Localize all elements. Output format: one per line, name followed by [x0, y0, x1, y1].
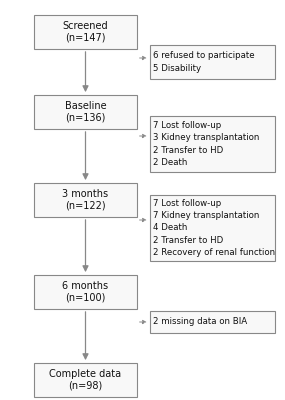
Text: 6 refused to participate
5 Disability: 6 refused to participate 5 Disability [153, 52, 255, 72]
FancyBboxPatch shape [34, 15, 137, 49]
Text: Complete data
(n=98): Complete data (n=98) [49, 369, 122, 391]
FancyBboxPatch shape [34, 183, 137, 217]
FancyBboxPatch shape [150, 116, 275, 172]
Text: Screened
(n=147): Screened (n=147) [63, 21, 108, 43]
FancyBboxPatch shape [150, 311, 275, 333]
Text: 7 Lost follow-up
3 Kidney transplantation
2 Transfer to HD
2 Death: 7 Lost follow-up 3 Kidney transplantatio… [153, 121, 259, 167]
FancyBboxPatch shape [150, 195, 275, 262]
FancyBboxPatch shape [34, 95, 137, 129]
FancyBboxPatch shape [34, 275, 137, 309]
Text: 6 months
(n=100): 6 months (n=100) [62, 281, 109, 303]
Text: 2 missing data on BIA: 2 missing data on BIA [153, 318, 247, 326]
Text: 7 Lost follow-up
7 Kidney transplantation
4 Death
2 Transfer to HD
2 Recovery of: 7 Lost follow-up 7 Kidney transplantatio… [153, 199, 275, 257]
Text: 3 months
(n=122): 3 months (n=122) [62, 189, 109, 211]
FancyBboxPatch shape [34, 363, 137, 397]
Text: Baseline
(n=136): Baseline (n=136) [65, 101, 106, 123]
FancyBboxPatch shape [150, 46, 275, 78]
